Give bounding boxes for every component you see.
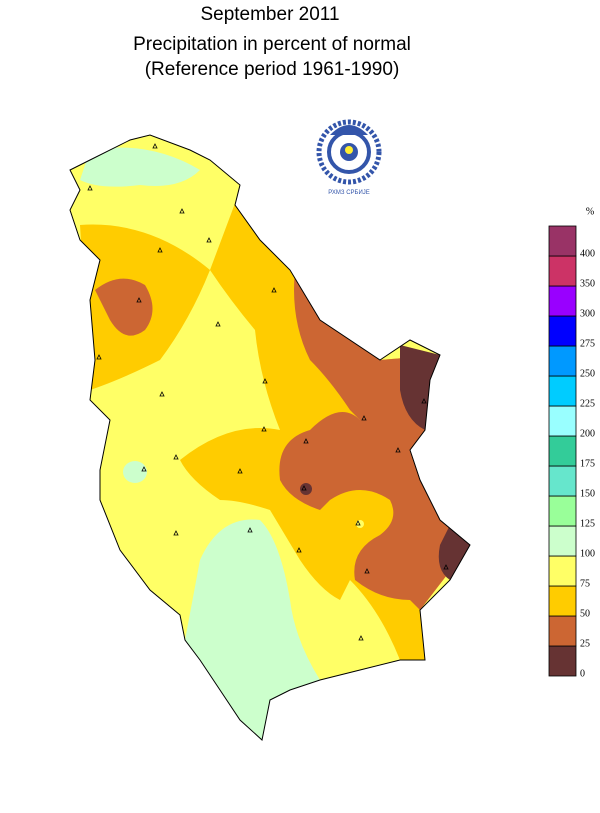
legend-tick-label: 225 xyxy=(580,398,595,409)
subtitle: Precipitation in percent of normal xyxy=(133,34,411,55)
legend-tick-label: 350 xyxy=(580,278,595,289)
legend-tick-label: 0 xyxy=(580,668,585,679)
legend-tick-label: 175 xyxy=(580,458,595,469)
legend-swatch xyxy=(548,285,577,317)
legend-swatch xyxy=(548,525,577,557)
legend-swatch xyxy=(548,615,577,647)
legend-tick-label: 50 xyxy=(580,608,590,619)
legend-tick-label: 275 xyxy=(580,338,595,349)
stations xyxy=(87,143,449,641)
legend-swatch xyxy=(548,585,577,617)
legend-tick-label: 300 xyxy=(580,308,595,319)
legend-swatch xyxy=(548,315,577,347)
title: September 2011 xyxy=(200,4,339,25)
reference-period: (Reference period 1961-1990) xyxy=(145,59,400,80)
legend-swatch xyxy=(548,225,577,257)
legend-swatch xyxy=(548,465,577,497)
legend-swatch xyxy=(548,405,577,437)
legend-tick-label: 25 xyxy=(580,638,590,649)
legend-tick-label: 150 xyxy=(580,488,595,499)
legend-swatch xyxy=(548,435,577,467)
legend-swatch xyxy=(548,375,577,407)
svg-text:РХМЗ СРБИЈЕ: РХМЗ СРБИЈЕ xyxy=(328,190,370,196)
legend-swatch xyxy=(548,645,577,677)
legend-tick-label: 100 xyxy=(580,548,595,559)
legend-tick-label: 125 xyxy=(580,518,595,529)
legend-swatch xyxy=(548,255,577,287)
legend-tick-label: 250 xyxy=(580,368,595,379)
legend-swatch xyxy=(548,345,577,377)
legend-tick-label: 75 xyxy=(580,578,590,589)
legend-swatch xyxy=(548,495,577,527)
legend-swatch xyxy=(548,555,577,587)
logo: РХМЗ СРБИЈЕ xyxy=(316,119,382,196)
legend-tick-label: 400 xyxy=(580,248,595,259)
precipitation-map xyxy=(70,135,470,740)
legend: % 0 25 50 75 100 125 150 175 200 225 250 275 300 350 4… xyxy=(548,206,595,679)
legend-tick-label: 200 xyxy=(580,428,595,439)
legend-unit: % xyxy=(586,206,594,217)
